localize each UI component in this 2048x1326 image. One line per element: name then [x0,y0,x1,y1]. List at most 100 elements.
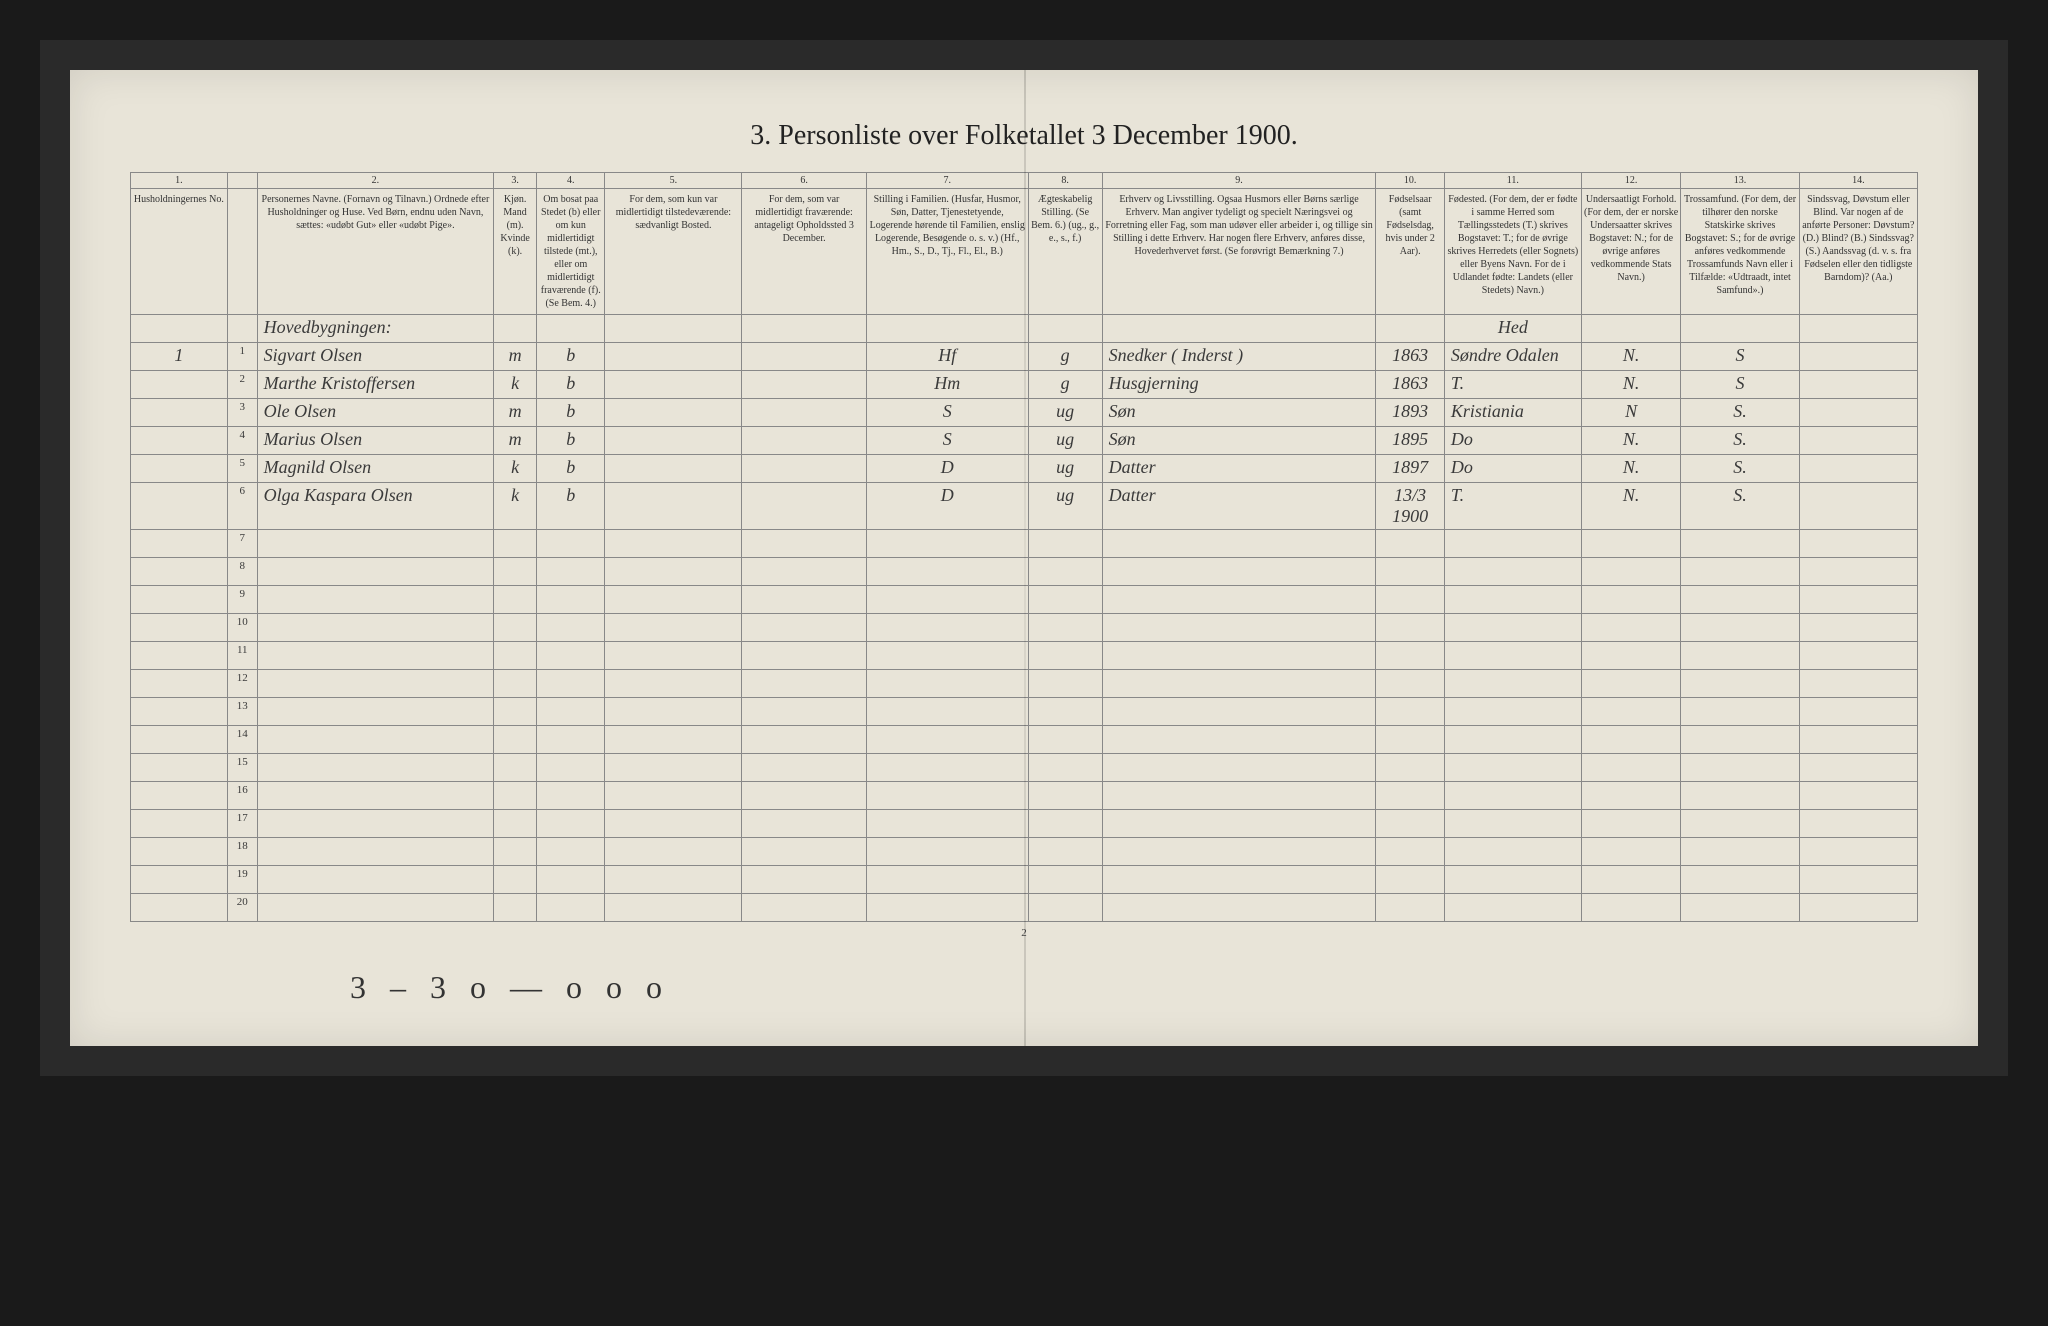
cell-household [131,399,228,427]
table-body: Hovedbygningen: Hed 11Sigvart OlsenmbHfg… [131,315,1918,922]
cell-year: 1893 [1376,399,1444,427]
table-row-empty: 16 [131,782,1918,810]
table-row-empty: 11 [131,642,1918,670]
cell-residence: b [537,399,605,427]
cell-marital: ug [1028,455,1102,483]
table-row-empty: 18 [131,838,1918,866]
header-1: Husholdningernes No. [131,189,228,315]
cell-rownum: 18 [227,838,257,866]
table-row: 2Marthe KristoffersenkbHmgHusgjerning186… [131,371,1918,399]
header-9: Erhverv og Livsstilling. Ogsaa Husmors e… [1102,189,1376,315]
cell-sex: m [494,427,537,455]
cell-rownum: 19 [227,866,257,894]
table-row-empty: 14 [131,726,1918,754]
colnum-3: 3. [494,173,537,189]
cell-name: Sigvart Olsen [257,343,493,371]
cell-marital: g [1028,343,1102,371]
cell-nationality: N. [1581,371,1681,399]
cell-year: 1863 [1376,343,1444,371]
cell-religion: S. [1681,427,1799,455]
header-8: Ægteskabelig Stilling. (Se Bem. 6.) (ug.… [1028,189,1102,315]
cell-rownum: 14 [227,726,257,754]
table-row-empty: 15 [131,754,1918,782]
cell-rownum: 13 [227,698,257,726]
table-row-empty: 7 [131,530,1918,558]
colnum-1: 1. [131,173,228,189]
cell-marital: g [1028,371,1102,399]
cell-rownum: 20 [227,894,257,922]
colnum-14: 14. [1799,173,1917,189]
cell-birthplace: Søndre Odalen [1444,343,1581,371]
cell-sex: m [494,343,537,371]
cell-nationality: N. [1581,455,1681,483]
table-row: 6Olga Kaspara OlsenkbDugDatter13/3 1900T… [131,483,1918,530]
cell-name: Olga Kaspara Olsen [257,483,493,530]
column-number-row: 1. 2. 3. 4. 5. 6. 7. 8. 9. 10. 11. 12. 1… [131,173,1918,189]
cell-family: S [866,427,1028,455]
colnum-12: 12. [1581,173,1681,189]
cell-sex: k [494,455,537,483]
cell-residence: b [537,427,605,455]
cell-residence: b [537,455,605,483]
cell-year: 1863 [1376,371,1444,399]
cell-sex: k [494,483,537,530]
table-row: 11Sigvart OlsenmbHfgSnedker ( Inderst )1… [131,343,1918,371]
cell-name: Magnild Olsen [257,455,493,483]
cell-c5 [605,455,742,483]
cell-residence: b [537,343,605,371]
cell-occupation: Søn [1102,427,1376,455]
cell-family: D [866,455,1028,483]
table-row: 3Ole OlsenmbSugSøn1893KristianiaNS. [131,399,1918,427]
document-frame: 3. Personliste over Folketallet 3 Decemb… [40,40,2008,1076]
colnum-11: 11. [1444,173,1581,189]
cell-rownum: 8 [227,558,257,586]
cell-nationality: N. [1581,427,1681,455]
cell-c14 [1799,343,1917,371]
cell-family: Hm [866,371,1028,399]
cell-rownum: 11 [227,642,257,670]
cell-birthplace: Do [1444,455,1581,483]
cell-religion: S. [1681,455,1799,483]
cell-c5 [605,371,742,399]
cell-rownum: 16 [227,782,257,810]
cell-name: Marius Olsen [257,427,493,455]
header-12: Undersaatligt Forhold. (For dem, der er … [1581,189,1681,315]
header-5: For dem, som kun var midlertidigt tilste… [605,189,742,315]
table-row-empty: 13 [131,698,1918,726]
cell-c5 [605,343,742,371]
table-row: 4Marius OlsenmbSugSøn1895DoN.S. [131,427,1918,455]
cell-religion: S. [1681,483,1799,530]
cell-occupation: Datter [1102,455,1376,483]
heading-note: Hovedbygningen: [257,315,493,343]
table-row-empty: 19 [131,866,1918,894]
cell-nationality: N. [1581,343,1681,371]
colnum-9: 9. [1102,173,1376,189]
cell-rownum: 2 [227,371,257,399]
header-11: Fødested. (For dem, der er fødte i samme… [1444,189,1581,315]
cell-sex: k [494,371,537,399]
colnum-2: 2. [257,173,493,189]
cell-household [131,483,228,530]
table-row-empty: 20 [131,894,1918,922]
cell-marital: ug [1028,399,1102,427]
cell-rownum: 4 [227,427,257,455]
colnum-1b [227,173,257,189]
cell-rownum: 7 [227,530,257,558]
colnum-10: 10. [1376,173,1444,189]
cell-family: D [866,483,1028,530]
cell-birthplace: T. [1444,371,1581,399]
colnum-4: 4. [537,173,605,189]
cell-occupation: Datter [1102,483,1376,530]
cell-household [131,371,228,399]
header-row: Husholdningernes No. Personernes Navne. … [131,189,1918,315]
cell-marital: ug [1028,483,1102,530]
table-row-empty: 17 [131,810,1918,838]
cell-family: S [866,399,1028,427]
table-row-empty: 10 [131,614,1918,642]
cell-year: 1897 [1376,455,1444,483]
cell-residence: b [537,483,605,530]
colnum-6: 6. [742,173,866,189]
cell-rownum: 15 [227,754,257,782]
cell-c5 [605,399,742,427]
cell-rownum: 5 [227,455,257,483]
